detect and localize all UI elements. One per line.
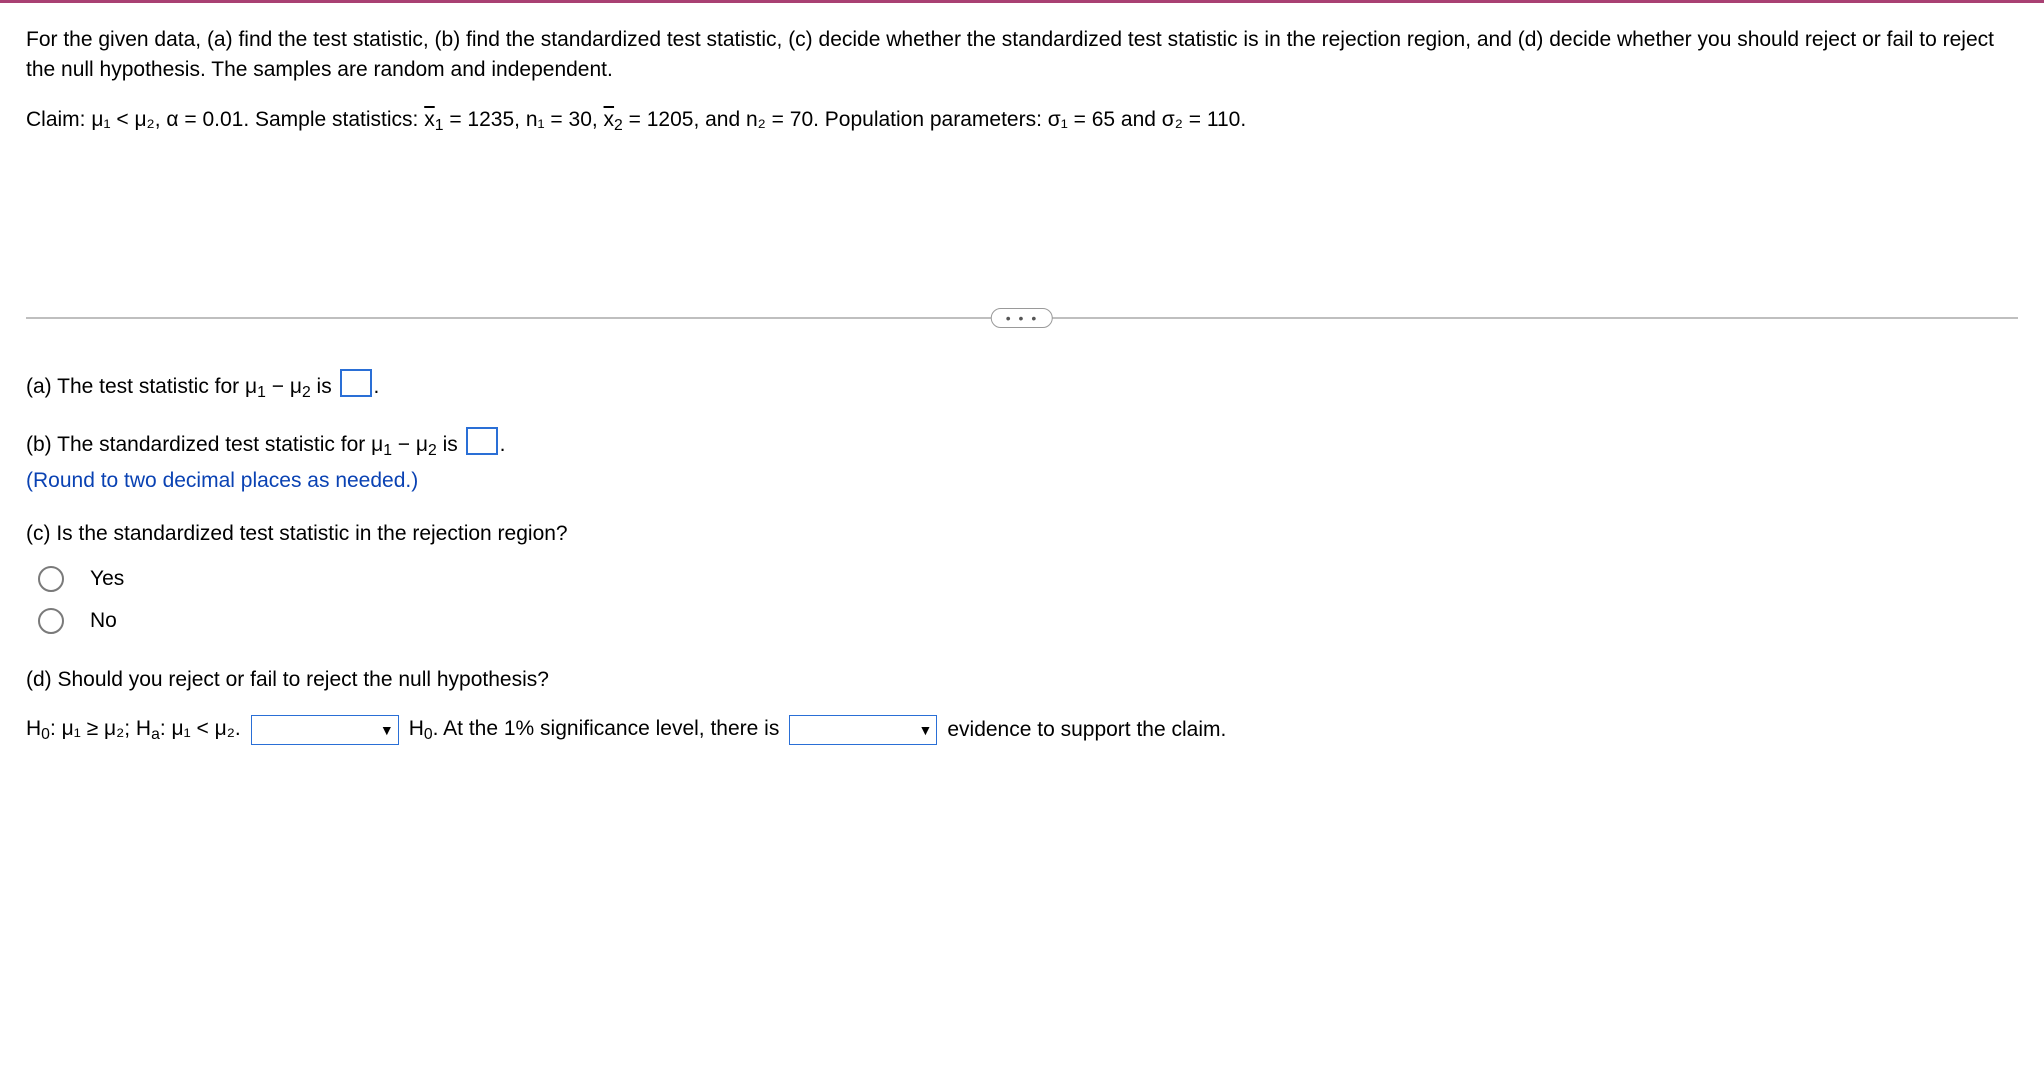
part-b-sub2: 2: [428, 442, 437, 459]
xbar2-val: = 1205, and n₂ = 70. Population paramete…: [623, 108, 1246, 131]
part-b-end: .: [500, 433, 506, 456]
part-b-pre: (b) The standardized test statistic for …: [26, 433, 383, 456]
d-h0: H0: μ₁ ≥ μ₂; Ha: μ₁ < μ₂.: [26, 717, 241, 744]
part-a-post: is: [311, 375, 338, 398]
part-a: (a) The test statistic for μ1 − μ2 is .: [26, 369, 2018, 405]
answer-input-b[interactable]: [466, 427, 498, 455]
radio-row-no: No: [38, 608, 2018, 634]
chevron-down-icon: ▼: [918, 722, 932, 738]
claim-prefix: Claim:: [26, 108, 91, 131]
d-end: evidence to support the claim.: [947, 718, 1226, 742]
part-a-end: .: [374, 375, 380, 398]
radio-yes[interactable]: [38, 566, 64, 592]
section-divider: • • •: [26, 317, 2018, 319]
chevron-down-icon: ▼: [380, 722, 394, 738]
radio-no-label: No: [90, 609, 117, 633]
d-mid2: . At the 1% significance level, there is: [433, 717, 780, 740]
part-d-sentence: H0: μ₁ ≥ μ₂; Ha: μ₁ < μ₂. ▼ H0. At the 1…: [26, 715, 2018, 745]
part-b-post: is: [437, 433, 464, 456]
part-b: (b) The standardized test statistic for …: [26, 427, 2018, 496]
part-a-sub2: 2: [302, 384, 311, 401]
xbar2-sub: 2: [614, 117, 623, 134]
problem-intro: For the given data, (a) find the test st…: [26, 25, 2018, 86]
part-a-mid: − μ: [266, 375, 302, 398]
part-a-pre: (a) The test statistic for μ: [26, 375, 257, 398]
dropdown-reject[interactable]: ▼: [251, 715, 399, 745]
n1: n₁ = 30,: [526, 108, 604, 131]
xbar1-val: = 1235,: [443, 108, 525, 131]
d-ha-sub: a: [151, 726, 160, 743]
d-mid1-H: H: [409, 717, 424, 740]
part-d-text: (d) Should you reject or fail to reject …: [26, 668, 549, 691]
xbar1-sym: x: [424, 108, 435, 131]
d-ha-rel: : μ₁ < μ₂.: [160, 717, 241, 740]
part-b-sub1: 1: [383, 442, 392, 459]
expand-button[interactable]: • • •: [991, 308, 1053, 328]
part-c: (c) Is the standardized test statistic i…: [26, 518, 2018, 550]
d-mid1-sub: 0: [424, 726, 433, 743]
d-h0-sub: 0: [41, 726, 50, 743]
part-b-mid: − μ: [392, 433, 428, 456]
part-d: (d) Should you reject or fail to reject …: [26, 664, 2018, 696]
d-h0-rel: : μ₁ ≥ μ₂; H: [50, 717, 151, 740]
radio-no[interactable]: [38, 608, 64, 634]
answer-input-a[interactable]: [340, 369, 372, 397]
xbar2-sym: x: [604, 108, 615, 131]
claim-line: Claim: μ₁ < μ₂, α = 0.01. Sample statist…: [26, 104, 2018, 138]
d-h0-H: H: [26, 717, 41, 740]
radio-yes-label: Yes: [90, 567, 124, 591]
question-page: For the given data, (a) find the test st…: [0, 0, 2044, 1066]
part-a-sub1: 1: [257, 384, 266, 401]
part-b-hint: (Round to two decimal places as needed.): [26, 465, 2018, 497]
dropdown-evidence[interactable]: ▼: [789, 715, 937, 745]
claim-math: μ₁ < μ₂, α = 0.01. Sample statistics:: [91, 108, 424, 131]
part-c-text: (c) Is the standardized test statistic i…: [26, 522, 568, 545]
d-mid1: H0. At the 1% significance level, there …: [409, 717, 780, 744]
radio-row-yes: Yes: [38, 566, 2018, 592]
ellipsis-icon: • • •: [1006, 310, 1038, 326]
